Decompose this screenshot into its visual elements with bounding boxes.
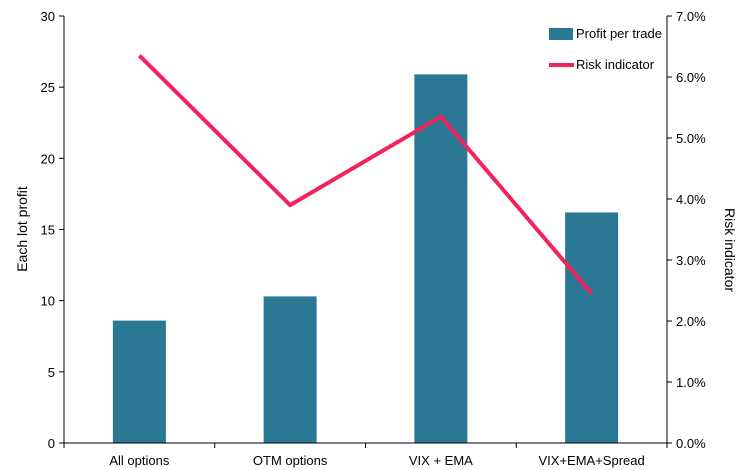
x-tick-label: OTM options bbox=[253, 453, 328, 468]
risk-indicator-line bbox=[137, 54, 594, 295]
legend: Profit per trade Risk indicator bbox=[549, 26, 662, 72]
legend-label-risk-indicator: Risk indicator bbox=[576, 57, 655, 72]
legend-swatch-profit-per-trade bbox=[549, 28, 573, 40]
y-axis-title: Each lot profit bbox=[14, 186, 30, 272]
y2-tick-label: 2.0% bbox=[676, 314, 706, 329]
y2-tick-label: 4.0% bbox=[676, 192, 706, 207]
y2-tick-label: 3.0% bbox=[676, 253, 706, 268]
bar-vix-ema-spread bbox=[565, 212, 619, 443]
x-tick-label: All options bbox=[109, 453, 169, 468]
x-tick-label: VIX+EMA+Spread bbox=[539, 453, 645, 468]
y-tick-label: 10 bbox=[41, 294, 55, 309]
y-tick-label: 30 bbox=[41, 9, 55, 24]
y2-axis-title: Risk indicator bbox=[722, 208, 736, 292]
x-ticks: All options OTM options VIX + EMA VIX+EMA+S… bbox=[63, 443, 668, 468]
y2-tick-label: 0.0% bbox=[676, 436, 706, 451]
y2-tick-label: 6.0% bbox=[676, 70, 706, 85]
y-tick-label: 20 bbox=[41, 151, 55, 166]
x-tick-label: VIX + EMA bbox=[409, 453, 473, 468]
y-tick-label: 0 bbox=[48, 436, 55, 451]
y2-tick-label: 5.0% bbox=[676, 131, 706, 146]
line-group bbox=[137, 54, 594, 295]
left-y-ticks: 0 5 10 15 20 25 30 bbox=[41, 9, 64, 451]
right-y-ticks: 0.0% 1.0% 2.0% 3.0% 4.0% 5.0% 6.0% 7.0% bbox=[667, 9, 706, 451]
bar-all-options bbox=[112, 320, 166, 443]
bar-otm-options bbox=[263, 296, 317, 443]
y-tick-label: 15 bbox=[41, 223, 55, 238]
legend-label-profit-per-trade: Profit per trade bbox=[576, 26, 662, 41]
y-tick-label: 5 bbox=[48, 365, 55, 380]
bars-group bbox=[112, 74, 619, 444]
y-tick-label: 25 bbox=[41, 80, 55, 95]
y2-tick-label: 7.0% bbox=[676, 9, 706, 24]
y2-tick-label: 1.0% bbox=[676, 375, 706, 390]
